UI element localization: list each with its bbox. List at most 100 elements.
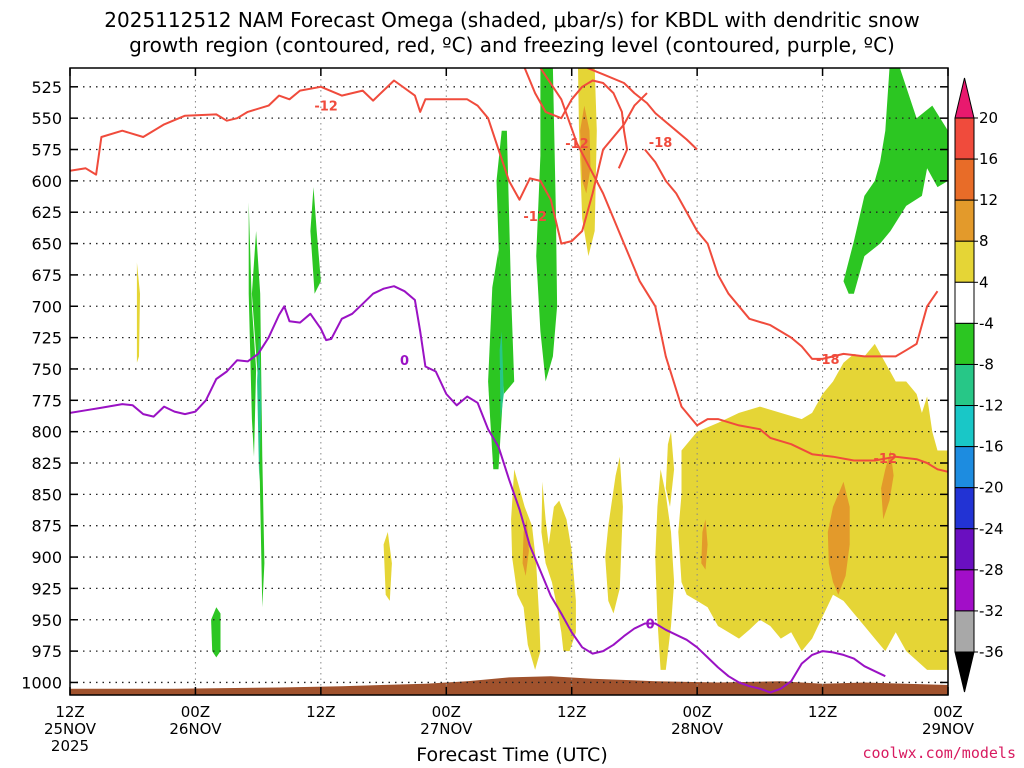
colorbar-box-9 bbox=[954, 487, 975, 530]
x-tick-label-1-0: 00Z bbox=[181, 703, 210, 721]
x-tick-label-0-1: 25NOV bbox=[44, 720, 97, 738]
colorbar-box-6 bbox=[954, 363, 975, 407]
colorbar-label-12: -32 bbox=[979, 602, 1004, 620]
colorbar-label-3: 8 bbox=[979, 232, 989, 250]
plot-frame bbox=[69, 67, 949, 696]
y-tick-label-950: 950 bbox=[31, 611, 62, 630]
colorbar-label-13: -36 bbox=[979, 643, 1004, 661]
y-tick-label-850: 850 bbox=[31, 485, 62, 504]
x-tick-label-6-0: 12Z bbox=[808, 703, 837, 721]
colorbar-label-10: -24 bbox=[979, 520, 1004, 538]
contour-label-5: -12 bbox=[874, 452, 898, 467]
colorbar-box-10 bbox=[954, 528, 975, 571]
x-tick-label-2-0: 12Z bbox=[306, 703, 335, 721]
y-tick-label-600: 600 bbox=[31, 172, 62, 191]
x-tick-label-4-0: 12Z bbox=[557, 703, 586, 721]
omega-region-3-3 bbox=[827, 481, 850, 595]
y-tick-label-700: 700 bbox=[31, 297, 62, 316]
contour-label-2: -12 bbox=[523, 210, 547, 225]
y-tick-label-975: 975 bbox=[31, 642, 62, 661]
y-tick-label-875: 875 bbox=[31, 517, 62, 536]
y-tick-label-825: 825 bbox=[31, 454, 62, 473]
contour-labels: -12 -12 -12 -18 -18 -12 0 0 bbox=[314, 100, 898, 633]
omega-region-3-0 bbox=[580, 105, 591, 194]
colorbar-label-4: 4 bbox=[979, 273, 989, 291]
y-tick-label-775: 775 bbox=[31, 391, 62, 410]
colorbar-triangle-top bbox=[954, 77, 975, 119]
contour-label-1: -12 bbox=[565, 137, 589, 152]
colorbar: 20 16 12 8 4 -4 -8 -12 -16 -20 -24 -28 -32 -36 bbox=[954, 77, 1004, 693]
contour-line-3 bbox=[644, 148, 939, 360]
y-tick-label-1000: 1000 bbox=[21, 673, 62, 692]
colorbar-box-0 bbox=[954, 117, 975, 160]
colorbar-box-5 bbox=[954, 322, 975, 365]
omega-region-2-1 bbox=[383, 532, 392, 601]
omega-region-0-1 bbox=[251, 231, 265, 608]
omega-region-0-4 bbox=[496, 130, 515, 394]
omega-region-2-5 bbox=[605, 456, 623, 614]
colorbar-box-11 bbox=[954, 569, 975, 612]
contour-line-2 bbox=[587, 68, 698, 151]
x-tick-label-3-1: 27NOV bbox=[420, 720, 473, 738]
x-tick-label-0-2: 2025 bbox=[51, 737, 89, 755]
y-tick-label-800: 800 bbox=[31, 423, 62, 442]
contour-line-4 bbox=[539, 68, 948, 473]
colorbar-box-1 bbox=[954, 158, 975, 201]
omega-region-2-6 bbox=[665, 431, 675, 507]
y-tick-label-900: 900 bbox=[31, 548, 62, 567]
colorbar-label-7: -12 bbox=[979, 397, 1004, 415]
omega-region-0-5 bbox=[536, 68, 558, 382]
chart-subtitle: growth region (contoured, red, ºC) and f… bbox=[129, 33, 895, 57]
contour-label-0: -12 bbox=[314, 100, 338, 115]
contour-label-3: -18 bbox=[649, 136, 673, 151]
contour-label-6: 0 bbox=[400, 354, 409, 369]
omega-region-2-8 bbox=[678, 343, 948, 670]
y-tick-label-550: 550 bbox=[31, 109, 62, 128]
omega-region-3-2 bbox=[701, 519, 708, 570]
omega-region-0-7 bbox=[211, 607, 221, 658]
colorbar-box-7 bbox=[954, 405, 975, 448]
y-tick-label-925: 925 bbox=[31, 579, 62, 598]
y-tick-label-750: 750 bbox=[31, 360, 62, 379]
contour-lines bbox=[70, 68, 948, 694]
colorbar-label-6: -8 bbox=[979, 355, 994, 373]
omega-region-3-4 bbox=[881, 450, 894, 520]
x-tick-label-5-0: 00Z bbox=[682, 703, 711, 721]
colorbar-label-8: -16 bbox=[979, 438, 1004, 456]
y-tick-label-650: 650 bbox=[31, 235, 62, 254]
colorbar-label-1: 16 bbox=[979, 150, 998, 168]
omega-region-0-2 bbox=[310, 187, 321, 294]
y-tick-label-575: 575 bbox=[31, 141, 62, 160]
omega-region-1-0 bbox=[257, 331, 262, 482]
omega-region-0-3 bbox=[488, 249, 504, 470]
colorbar-box-3 bbox=[954, 240, 975, 283]
credit-text: coolwx.com/models bbox=[862, 744, 1016, 762]
contour-label-4: -18 bbox=[816, 353, 840, 368]
terrain bbox=[70, 676, 948, 695]
x-tick-label-0-0: 12Z bbox=[55, 703, 84, 721]
colorbar-label-2: 12 bbox=[979, 191, 998, 209]
colorbar-box-12 bbox=[954, 610, 975, 653]
x-tick-label-5-1: 28NOV bbox=[671, 720, 724, 738]
grid bbox=[70, 68, 948, 695]
colorbar-label-11: -28 bbox=[979, 561, 1004, 579]
colorbar-triangle-bottom bbox=[954, 651, 975, 693]
y-tick-label-725: 725 bbox=[31, 329, 62, 348]
x-tick-label-3-0: 00Z bbox=[432, 703, 461, 721]
colorbar-box-8 bbox=[954, 446, 975, 489]
axes: 525 550 575 600 625 650 675 700 725 750 775 800 825 8… bbox=[21, 68, 975, 755]
colorbar-box-2 bbox=[954, 199, 975, 242]
contour-line-5 bbox=[70, 285, 886, 694]
y-tick-label-675: 675 bbox=[31, 266, 62, 285]
colorbar-box-4 bbox=[954, 281, 975, 324]
x-axis-label: Forecast Time (UTC) bbox=[416, 744, 608, 766]
contour-line-0 bbox=[70, 79, 648, 245]
contour-line-1 bbox=[523, 68, 629, 169]
contour-label-7: 0 bbox=[646, 618, 655, 633]
y-tick-label-525: 525 bbox=[31, 78, 62, 97]
colorbar-label-5: -4 bbox=[979, 314, 994, 332]
omega-region-2-3 bbox=[541, 481, 576, 652]
x-tick-label-1-1: 26NOV bbox=[169, 720, 222, 738]
y-tick-label-625: 625 bbox=[31, 203, 62, 222]
